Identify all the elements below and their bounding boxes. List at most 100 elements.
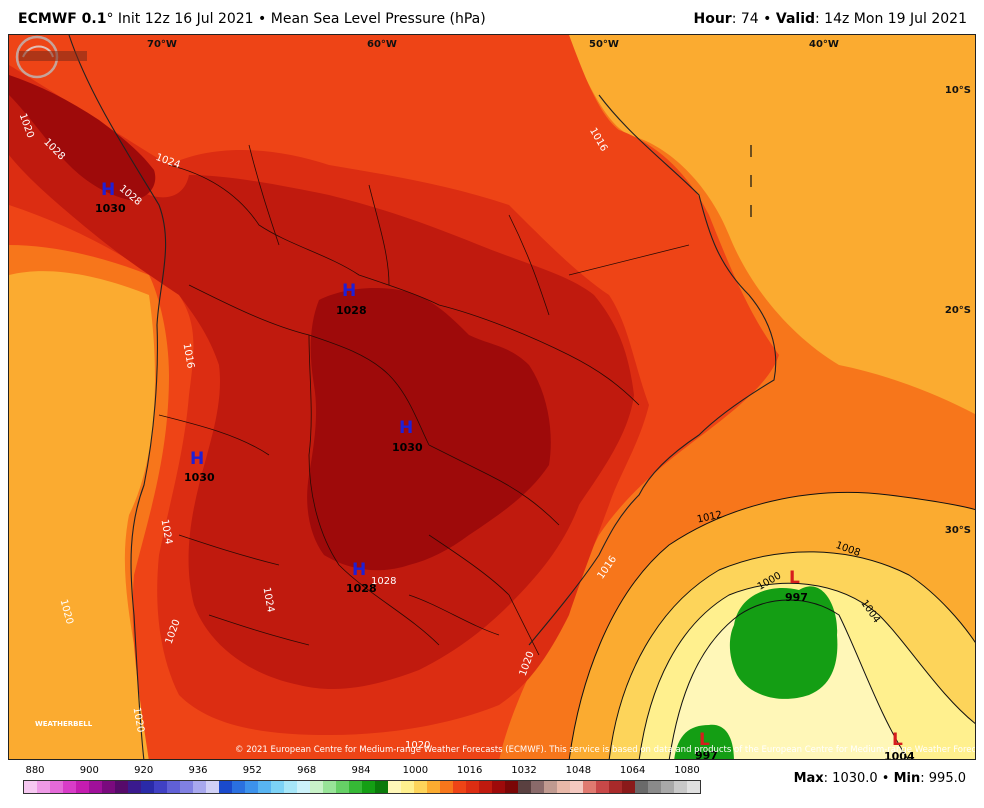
low-center-value: 1004 [884, 750, 915, 760]
colorbar-swatch [336, 781, 349, 793]
low-center-marker: L [699, 730, 710, 750]
high-center-value: 1028 [336, 304, 367, 317]
colorbar-swatch [596, 781, 609, 793]
colorbar-swatch [193, 781, 206, 793]
coastline [68, 35, 167, 759]
colorbar-swatch [63, 781, 76, 793]
low-region-997-south [674, 724, 734, 759]
colorbar-tick-label: 1064 [619, 765, 646, 776]
border-8 [158, 414, 310, 646]
colorbar-tick-label: 1000 [402, 765, 429, 776]
contour-label: 1028 [371, 576, 397, 587]
colorbar-swatch [414, 781, 427, 793]
colorbar-swatch [583, 781, 596, 793]
contour-label: 1020 [405, 740, 431, 751]
low-center-value: 997 [785, 591, 808, 604]
lon-label-70w: 70°W [147, 39, 177, 50]
colorbar-swatch [661, 781, 674, 793]
colorbar-tick-label: 936 [188, 765, 208, 776]
colorbar-swatch [102, 781, 115, 793]
degree-symbol: ° [106, 11, 114, 27]
colorbar-swatch [310, 781, 323, 793]
colorbar-swatch [466, 781, 479, 793]
colorbar-swatch [180, 781, 193, 793]
band-1032-core [307, 288, 551, 571]
colorbar-swatch [37, 781, 50, 793]
colorbar-swatch [453, 781, 466, 793]
weatherbell-logo [15, 35, 87, 79]
colorbar-swatch [648, 781, 661, 793]
pressure-map[interactable]: 70°W 60°W 50°W 40°W 10°S 20°S 30°S H 103… [8, 34, 976, 760]
low-region-997-east [729, 586, 838, 699]
colorbar-swatch [687, 781, 700, 793]
colorbar-tick-label: 880 [25, 765, 45, 776]
colorbar-tick-label: 984 [351, 765, 371, 776]
band-1012-northeast [569, 35, 975, 414]
high-center-marker: H [342, 281, 357, 301]
colorbar-swatch [271, 781, 284, 793]
colorbar-swatch [401, 781, 414, 793]
isobar-1008 [608, 551, 975, 759]
colorbar-swatch [128, 781, 141, 793]
copyright-notice: © 2021 European Centre for Medium-range … [235, 745, 976, 755]
border-7 [408, 534, 540, 656]
colorbar-tick-label: 900 [79, 765, 99, 776]
colorbar-swatch [518, 781, 531, 793]
border-2 [188, 284, 430, 446]
title-separator: • [253, 11, 271, 27]
high-center-value: 1030 [392, 441, 423, 454]
lat-label-10s: 10°S [944, 85, 971, 96]
band-1032-northwest [9, 75, 156, 200]
colorbar-swatch [622, 781, 635, 793]
map-title: ECMWF 0.1° Init 12z 16 Jul 2021 • Mean S… [18, 11, 486, 27]
border-5 [438, 304, 640, 406]
high-center-marker: H [399, 418, 414, 438]
colorbar-swatch [89, 781, 102, 793]
colorbar-swatch [440, 781, 453, 793]
colorbar-swatch [531, 781, 544, 793]
colorbar-swatch [544, 781, 557, 793]
stats-separator: • [877, 771, 894, 786]
colorbar-swatch [141, 781, 154, 793]
colorbar-swatch [24, 781, 37, 793]
lon-label-60w: 60°W [367, 39, 397, 50]
high-center-marker: H [190, 449, 205, 469]
colorbar-swatch [258, 781, 271, 793]
colorbar-swatch [76, 781, 89, 793]
colorbar-tick-label: 1080 [674, 765, 700, 776]
low-center-marker: L [789, 568, 800, 588]
colorbar-swatch [297, 781, 310, 793]
isobar-1004 [638, 582, 975, 759]
colorbar-swatch [284, 781, 297, 793]
model-name: ECMWF 0.1 [18, 11, 107, 27]
high-center-value: 1028 [346, 582, 377, 595]
colorbar-swatch [375, 781, 388, 793]
colorbar-swatch [427, 781, 440, 793]
border-1 [168, 164, 440, 306]
high-center-marker: H [352, 560, 367, 580]
colorbar-swatch [115, 781, 128, 793]
isobar-1000 [668, 599, 909, 759]
band-1012-pacific [9, 271, 155, 759]
colorbar-swatch [635, 781, 648, 793]
colorbar-swatch [570, 781, 583, 793]
colorbar-swatch [167, 781, 180, 793]
colorbar-swatch [362, 781, 375, 793]
high-center-marker: H [101, 180, 116, 200]
lon-label-40w: 40°W [809, 39, 839, 50]
border-6 [248, 144, 690, 316]
colorbar-tick-label: 968 [297, 765, 317, 776]
min-label: Min [893, 771, 921, 786]
colorbar-tick-label: 1048 [565, 765, 592, 776]
colorbar-swatch [245, 781, 258, 793]
colorbar-swatch [232, 781, 245, 793]
colorbar-tick-label: 1016 [456, 765, 483, 776]
colorbar-swatch [219, 781, 232, 793]
field-name: Mean Sea Level Pressure (hPa) [270, 11, 486, 27]
colorbar-swatch [609, 781, 622, 793]
coastline-east [528, 94, 777, 646]
hour-value: : 74 [731, 11, 759, 27]
valid-info: Hour: 74 • Valid: 14z Mon 19 Jul 2021 [694, 11, 968, 27]
colorbar-swatch [492, 781, 505, 793]
colorbar-tick-label: 920 [134, 765, 154, 776]
